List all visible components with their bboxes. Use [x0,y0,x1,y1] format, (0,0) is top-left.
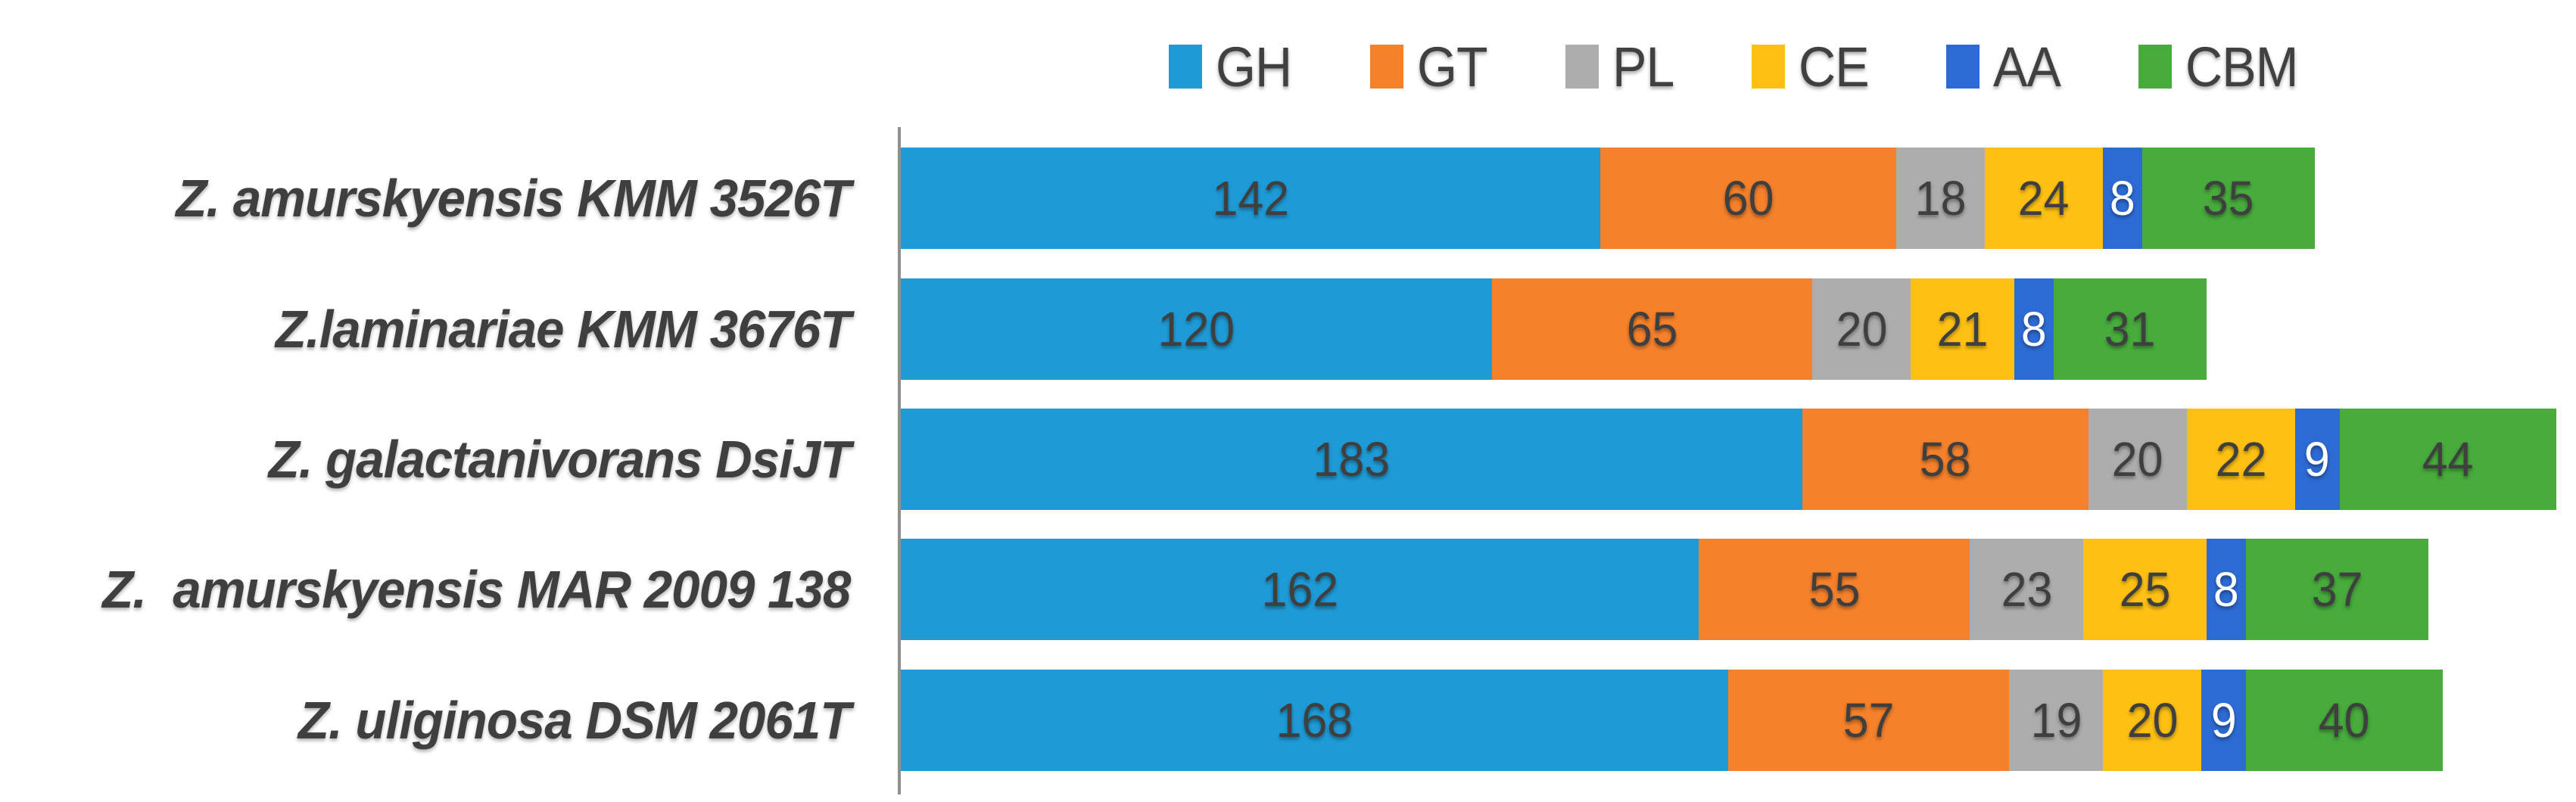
bar-track: 183 58 20 22 9 44 [901,409,2576,511]
bar-segment-ce: 21 [1911,278,2014,380]
legend-item-gh: GH [1169,35,1298,99]
bar-track: 168 57 19 20 9 40 [901,669,2576,771]
legend-item-ce: CE [1751,35,1875,99]
bar-value-label: 9 [2210,692,2237,748]
bar-segment-aa: 8 [2206,539,2246,641]
legend-label: CBM [2185,35,2298,98]
plot-area: Z. amurskyensis KMM 3526T 142 60 18 24 8 35 Z.l… [0,127,2576,794]
category-label: Z. galactanivorans DsiJT [268,430,852,490]
bar-segment-pl: 19 [2009,669,2104,771]
bar-value-label: 168 [1276,692,1353,748]
bar-segment-ce: 25 [2083,539,2207,641]
bar-row: Z. uliginosa DSM 2061T 168 57 19 20 9 40 [0,655,2576,785]
legend-swatch-ce [1751,45,1785,89]
legend-item-pl: PL [1565,35,1680,99]
bar-value-label: 55 [1808,562,1861,617]
bar-segment-ce: 22 [2186,409,2295,511]
legend-item-cbm: CBM [2138,35,2307,99]
legend-label: PL [1612,35,1674,98]
bar-segment-gt: 60 [1600,148,1896,250]
bar-value-label: 21 [1936,301,1989,356]
bar-value-label: 31 [2104,301,2156,356]
category-label: Z. amurskyensis KMM 3526T [176,169,851,228]
legend-item-gt: GT [1370,35,1494,99]
bar-track: 120 65 20 21 8 31 [901,278,2576,380]
bar-segment-cbm: 35 [2142,148,2315,250]
bar-segment-cbm: 37 [2245,539,2428,641]
bar-segment-pl: 23 [1970,539,2084,641]
bar-value-label: 40 [2319,692,2370,748]
bar-segment-gh: 120 [901,278,1493,380]
bar-segment-gh: 168 [901,669,1729,771]
bar-value-label: 162 [1261,562,1338,617]
bar-segment-ce: 24 [1984,148,2104,250]
bar-segment-gt: 55 [1699,539,1970,641]
bar-row: Z.laminariae KMM 3676T 120 65 20 21 8 31 [0,263,2576,393]
bar-segment-gt: 58 [1802,409,2089,511]
legend-label: AA [1993,35,2061,98]
bar-value-label: 8 [2110,171,2136,226]
legend-swatch-pl [1565,45,1599,89]
bar-value-label: 142 [1212,171,1289,226]
bar-segment-aa: 8 [2014,278,2054,380]
bar-value-label: 9 [2304,432,2331,487]
legend-swatch-aa [1946,45,1980,89]
bar-segment-cbm: 40 [2245,669,2444,771]
legend-item-aa: AA [1946,35,2067,99]
bar-segment-cbm: 44 [2339,409,2556,511]
bar-value-label: 22 [2215,432,2267,487]
bar-rows-container: Z. amurskyensis KMM 3526T 142 60 18 24 8 35 Z.l… [0,127,2576,794]
bar-row: Z. amurskyensis MAR 2009 138 162 55 23 25 8 37 [0,524,2576,654]
bar-segment-gt: 65 [1492,278,1813,380]
bar-value-label: 35 [2203,171,2254,226]
legend-label: GT [1417,35,1488,98]
category-label: Z.laminariae KMM 3676T [275,299,851,359]
bar-segment-gt: 57 [1728,669,2010,771]
bar-value-label: 25 [2119,562,2171,617]
bar-value-label: 60 [1722,171,1774,226]
bar-segment-pl: 18 [1895,148,1985,250]
bar-segment-gh: 183 [901,409,1803,511]
bar-row: Z. amurskyensis KMM 3526T 142 60 18 24 8 35 [0,133,2576,263]
bar-track: 142 60 18 24 8 35 [901,148,2576,250]
bar-segment-ce: 20 [2103,669,2202,771]
bar-value-label: 20 [2111,432,2163,487]
bar-segment-cbm: 31 [2054,278,2207,380]
bar-value-label: 183 [1313,432,1391,487]
category-label: Z. amurskyensis MAR 2009 138 [102,560,851,620]
bar-value-label: 57 [1843,692,1895,748]
bar-segment-gh: 142 [901,148,1601,250]
category-axis-line [898,127,901,794]
legend-swatch-gh [1169,45,1203,89]
legend-label: GH [1216,35,1292,98]
bar-value-label: 24 [2018,171,2070,226]
bar-value-label: 19 [2030,692,2082,748]
bar-row: Z. galactanivorans DsiJT 183 58 20 22 9 44 [0,394,2576,524]
category-label: Z. uliginosa DSM 2061T [297,690,851,750]
bar-value-label: 37 [2311,562,2363,617]
bar-value-label: 8 [2213,562,2239,617]
legend-swatch-cbm [2138,45,2173,89]
bar-value-label: 8 [2021,301,2047,356]
legend-label: CE [1798,35,1870,98]
chart-legend: GH GT PL CE AA CBM [901,29,2576,104]
bar-track: 162 55 23 25 8 37 [901,539,2576,641]
legend-swatch-gt [1370,45,1404,89]
bar-value-label: 20 [2126,692,2179,748]
bar-segment-pl: 20 [2088,409,2187,511]
bar-value-label: 18 [1914,171,1967,226]
bar-value-label: 44 [2422,432,2474,487]
bar-value-label: 23 [2001,562,2053,617]
bar-segment-aa: 9 [2201,669,2246,771]
bar-value-label: 58 [1920,432,1971,487]
bar-value-label: 20 [1836,301,1888,356]
bar-segment-pl: 20 [1812,278,1911,380]
bar-segment-aa: 9 [2294,409,2340,511]
bar-value-label: 120 [1157,301,1235,356]
bar-segment-gh: 162 [901,539,1699,641]
bar-value-label: 65 [1626,301,1678,356]
bar-segment-aa: 8 [2103,148,2143,250]
